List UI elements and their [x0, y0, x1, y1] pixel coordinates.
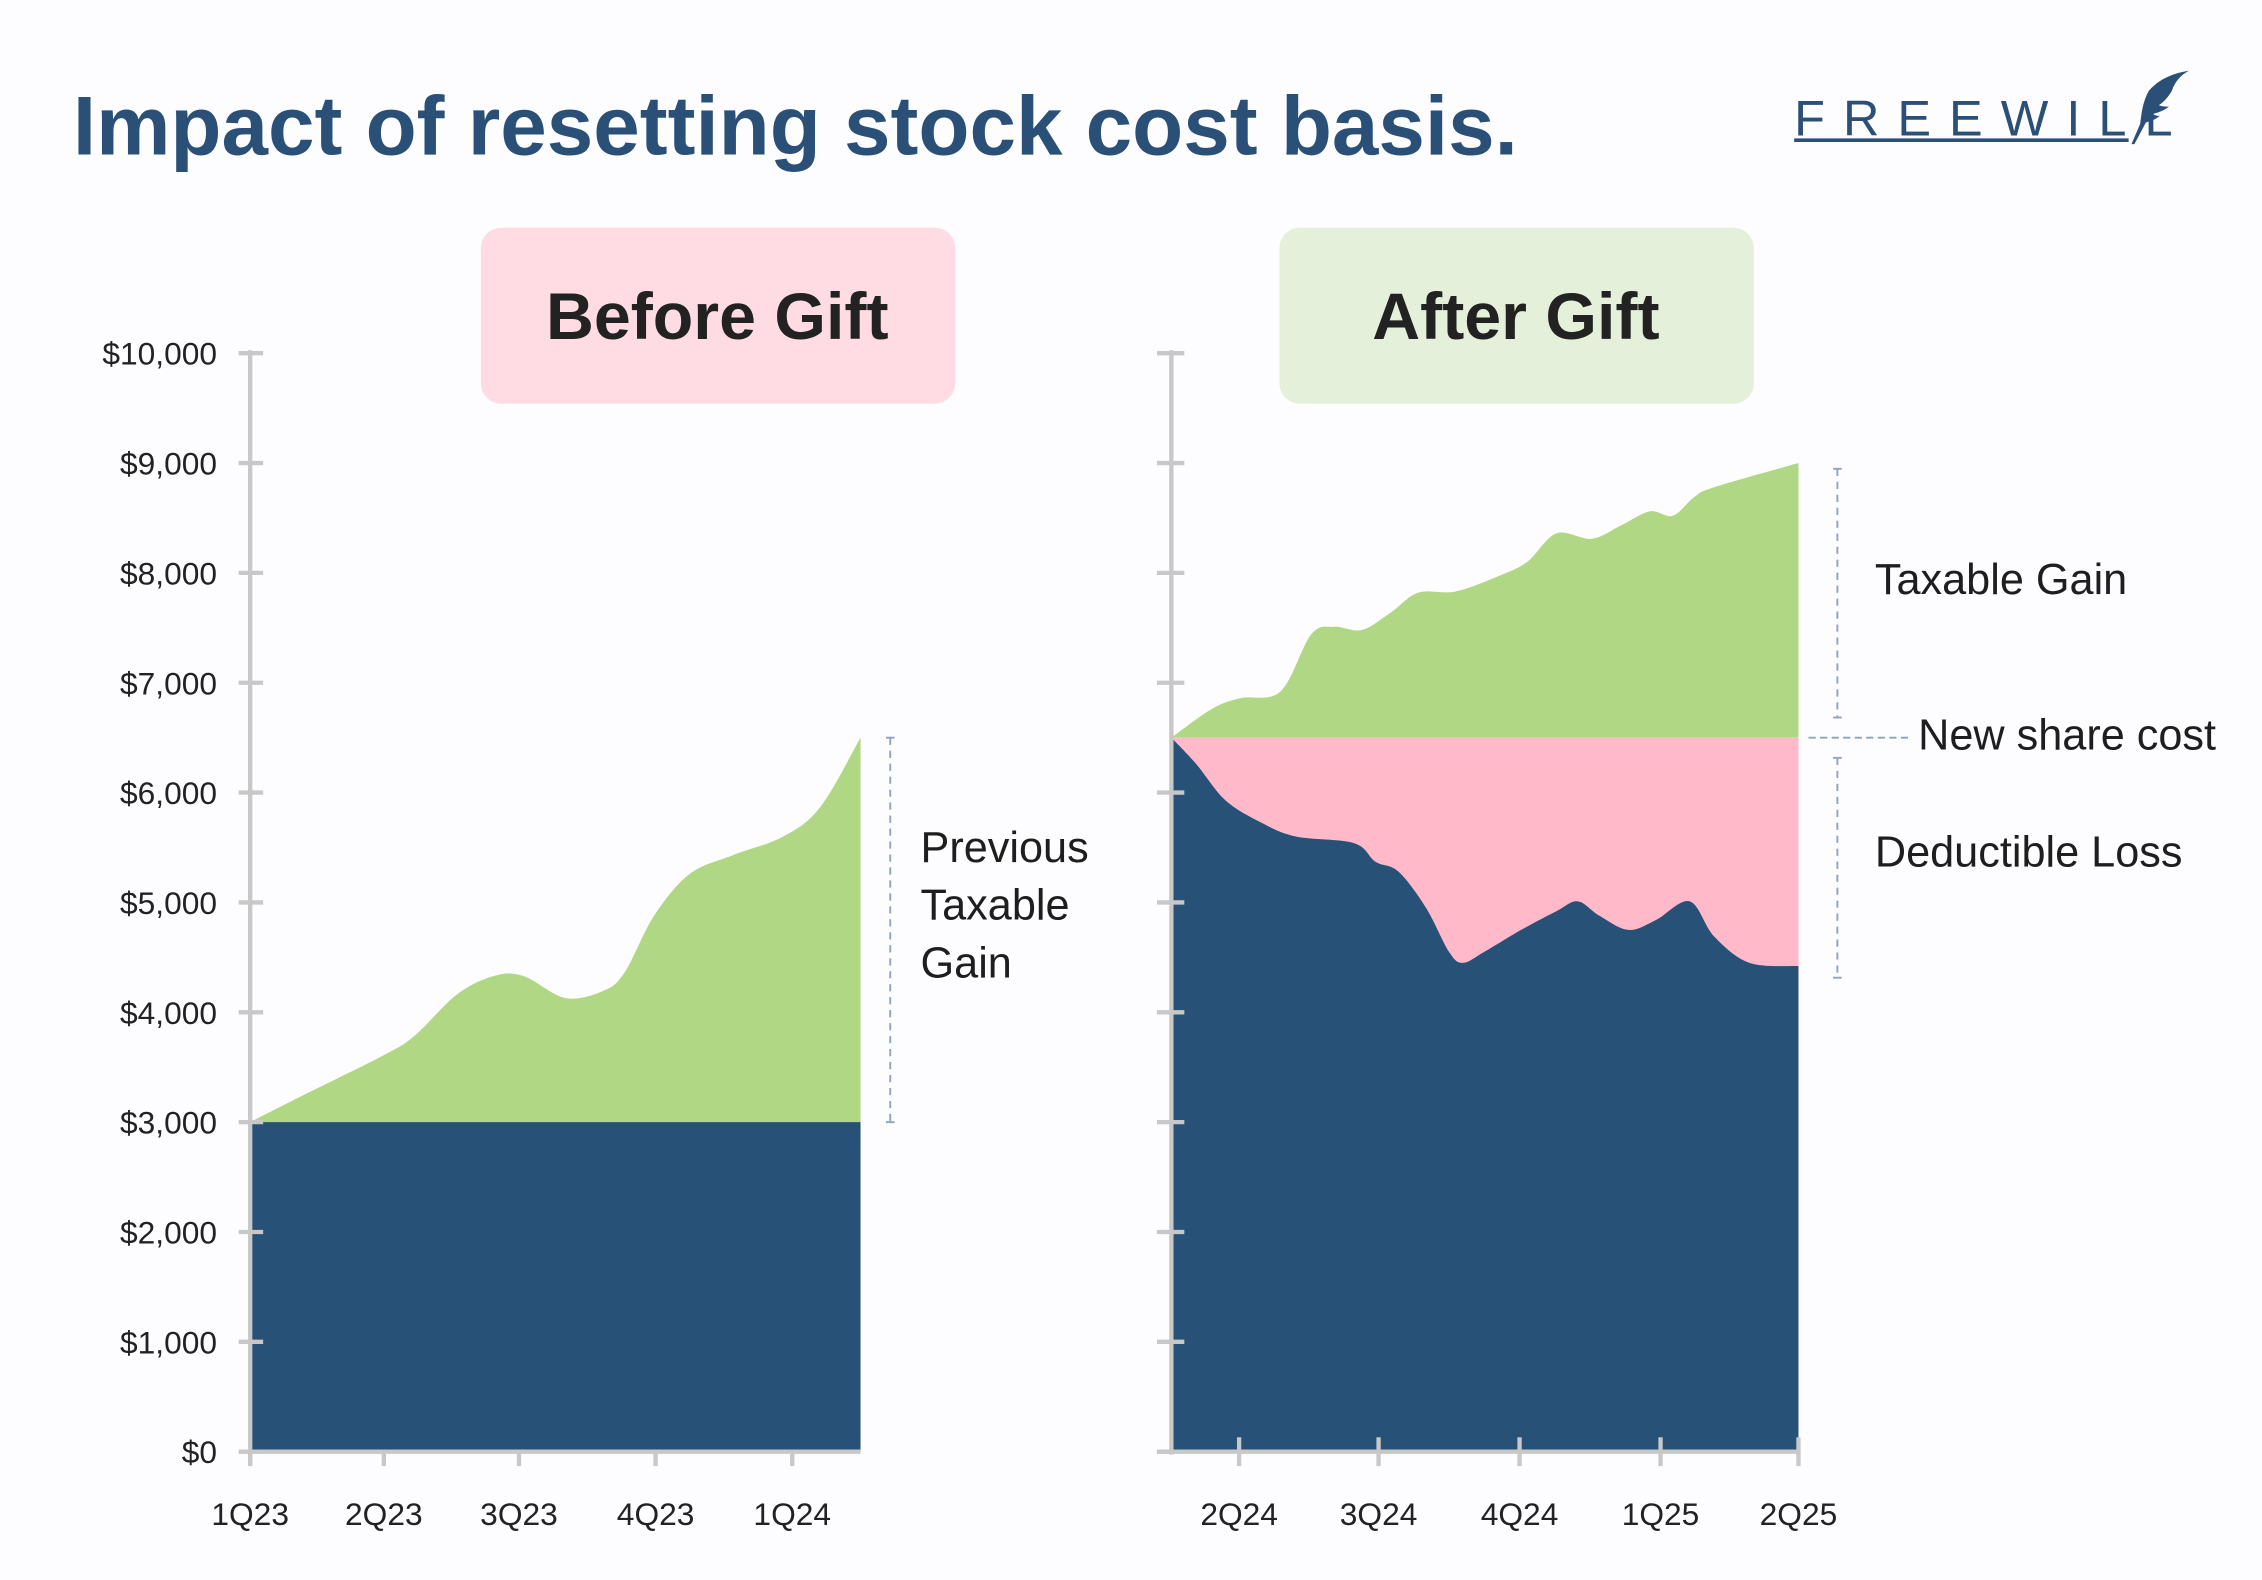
y-tick-label: $3,000	[120, 1105, 217, 1141]
y-tick-label: $10,000	[102, 336, 217, 372]
y-tick-label: $2,000	[120, 1215, 217, 1251]
y-tick-label: $5,000	[120, 885, 217, 921]
taxable-gain-area	[1171, 463, 1799, 738]
x-tick-label: 3Q23	[480, 1496, 558, 1532]
before-gift-title: Before Gift	[546, 280, 889, 354]
x-tick-label: 4Q23	[617, 1496, 695, 1532]
after-gift-chart: 2Q24 3Q24 4Q24 1Q25 2Q25 Taxable Gain New shar…	[1156, 350, 2216, 1532]
before-gift-panel: Before Gift $0 $1,000 $2,000 $3,000 $4,000 $5…	[102, 227, 1089, 1532]
previous-taxable-gain-label: Previous	[921, 824, 1089, 872]
quill-feather-icon	[2131, 70, 2190, 145]
x-tick-label: 2Q23	[345, 1496, 423, 1532]
x-tick-label: 2Q24	[1200, 1496, 1278, 1532]
x-tick-label: 1Q24	[753, 1496, 831, 1532]
y-tick-label: $0	[182, 1434, 217, 1470]
before-gift-badge	[480, 227, 956, 404]
y-tick-label: $1,000	[120, 1324, 217, 1360]
logo-underline	[1794, 138, 2129, 142]
y-tick-label: $7,000	[120, 665, 217, 701]
previous-taxable-gain-label: Taxable	[921, 882, 1070, 930]
logo-text: FREEWILL	[1794, 90, 2190, 147]
y-tick-label: $8,000	[120, 555, 217, 591]
deductible-loss-label: Deductible Loss	[1875, 828, 2183, 876]
x-tick-label: 4Q24	[1481, 1496, 1559, 1532]
after-gift-title: After Gift	[1372, 280, 1659, 354]
y-tick-label: $9,000	[120, 446, 217, 482]
x-tick-label: 2Q25	[1760, 1496, 1838, 1532]
freewill-logo: FREEWILL	[1794, 70, 2190, 147]
y-tick-label: $6,000	[120, 775, 217, 811]
previous-taxable-gain-label: Gain	[921, 939, 1012, 987]
x-tick-label: 1Q25	[1622, 1496, 1700, 1532]
page-title: Impact of resetting stock cost basis.	[73, 78, 1518, 172]
after-gift-panel: After Gift 2Q24 3Q24 4Q24 1Q25 2Q25 Taxable G…	[1156, 227, 2216, 1532]
new-share-cost-label: New share cost	[1918, 712, 2216, 760]
y-tick-label: $4,000	[120, 995, 217, 1031]
stock-value-area	[1171, 737, 1799, 1452]
x-tick-label: 3Q24	[1340, 1496, 1418, 1532]
cost-basis-area	[250, 1122, 861, 1452]
before-gift-chart: $0 $1,000 $2,000 $3,000 $4,000 $5,000 $6,000 $7…	[102, 336, 1088, 1532]
after-gift-badge	[1279, 227, 1754, 404]
x-tick-label: 1Q23	[211, 1496, 289, 1532]
taxable-gain-label: Taxable Gain	[1875, 556, 2127, 604]
